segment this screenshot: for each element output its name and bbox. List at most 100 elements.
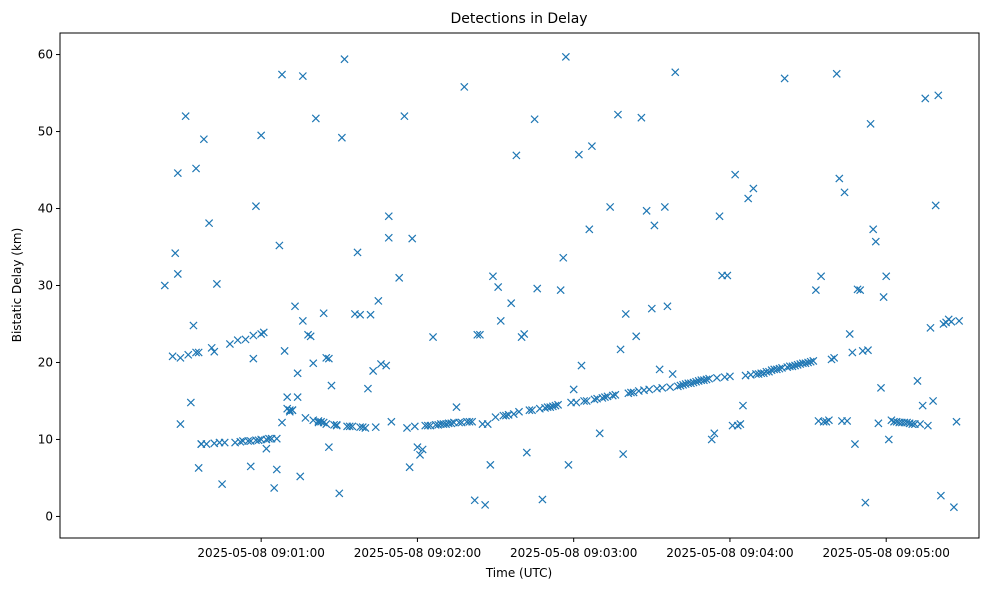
data-point (801, 359, 810, 368)
data-point (376, 359, 385, 369)
data-point (908, 420, 917, 429)
data-point (561, 52, 570, 61)
data-point (324, 443, 333, 452)
data-point (931, 201, 940, 210)
data-point (780, 74, 789, 83)
data-point (621, 309, 630, 319)
data-point (207, 343, 216, 352)
data-point (645, 385, 654, 394)
y-axis-label: Bistatic Delay (km) (10, 228, 24, 343)
data-point (749, 184, 758, 193)
data-point (707, 435, 716, 444)
data-point (512, 151, 521, 160)
data-point (788, 362, 797, 371)
data-point (257, 131, 266, 140)
data-point (418, 445, 427, 454)
data-point (723, 271, 732, 280)
data-point (533, 284, 542, 293)
data-point (840, 188, 849, 197)
data-point (384, 233, 393, 242)
data-point (465, 417, 474, 426)
data-point (923, 421, 932, 430)
data-point (871, 237, 880, 246)
data-point (468, 417, 477, 426)
data-point (382, 361, 391, 370)
data-point (554, 400, 563, 409)
data-point (856, 286, 865, 295)
data-point (212, 279, 221, 288)
data-point (293, 393, 302, 402)
data-point (400, 112, 409, 121)
data-point (324, 354, 333, 363)
data-point (642, 206, 651, 215)
data-point (264, 434, 273, 443)
data-point (429, 333, 438, 342)
data-point (236, 437, 245, 446)
data-point (249, 354, 258, 363)
y-tick-label: 60 (38, 48, 53, 62)
data-point (199, 135, 208, 144)
y-tick-label: 10 (38, 432, 53, 446)
data-point (916, 420, 925, 429)
data-point (366, 310, 375, 319)
y-tick-label: 0 (45, 509, 53, 523)
data-point (173, 169, 182, 178)
x-tick-label: 2025-05-08 09:04:00 (666, 546, 793, 560)
data-point (936, 491, 945, 500)
data-point (322, 353, 331, 362)
data-point (288, 406, 297, 415)
data-point (913, 376, 922, 385)
data-point (804, 358, 813, 367)
data-point (285, 406, 294, 415)
data-point (577, 361, 586, 370)
data-point (845, 329, 854, 339)
data-point (705, 374, 714, 383)
data-point (660, 202, 669, 212)
data-point (277, 70, 287, 79)
data-point (509, 410, 518, 419)
data-point (345, 422, 354, 431)
data-point (879, 293, 888, 302)
data-point (483, 420, 492, 429)
data-point (348, 422, 357, 431)
data-point (181, 112, 190, 121)
data-point (676, 381, 685, 390)
data-point (225, 339, 234, 349)
data-point (363, 384, 372, 393)
data-point (408, 234, 417, 243)
data-point (194, 463, 203, 472)
data-point (811, 286, 820, 295)
data-point (949, 503, 958, 512)
data-point (259, 328, 268, 337)
data-point (374, 296, 383, 305)
data-point (220, 438, 229, 447)
data-point (241, 335, 250, 344)
data-point (332, 421, 341, 430)
data-point (626, 388, 636, 397)
data-point (293, 369, 302, 378)
data-point (402, 423, 412, 432)
data-point (298, 72, 307, 81)
data-point (830, 353, 839, 362)
data-point (556, 286, 565, 295)
data-point (301, 413, 310, 422)
data-point (632, 332, 641, 341)
data-point (319, 309, 328, 318)
data-point (171, 249, 180, 258)
data-point (262, 444, 271, 453)
data-point (587, 142, 596, 151)
data-point (194, 348, 203, 357)
data-point (668, 370, 677, 379)
data-point (572, 398, 581, 407)
data-point (361, 423, 370, 432)
data-point (384, 212, 393, 221)
data-point (496, 316, 505, 325)
x-axis-ticks: 2025-05-08 09:01:00 2025-05-08 09:02:00 20… (197, 538, 950, 560)
data-point (848, 348, 857, 357)
x-tick-label: 2025-05-08 09:05:00 (822, 546, 949, 560)
data-point (884, 435, 893, 444)
data-point (793, 360, 802, 369)
data-point (952, 417, 961, 426)
data-point (580, 396, 589, 405)
